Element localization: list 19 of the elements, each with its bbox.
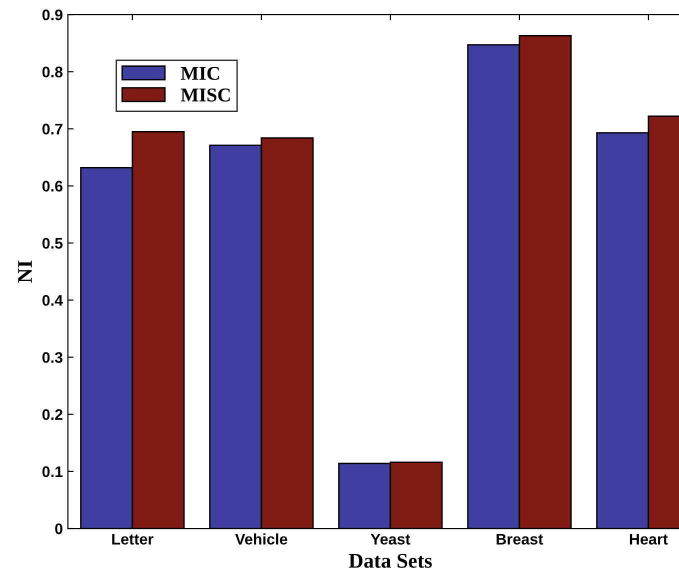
y-tick-label: 0.2 bbox=[42, 409, 62, 420]
y-tick-label: 0.3 bbox=[42, 352, 62, 363]
y-axis-title: NI bbox=[18, 260, 32, 283]
x-tick-label: Heart bbox=[630, 534, 668, 545]
y-tick-label: 0.6 bbox=[42, 180, 62, 192]
x-tick-label: Vehicle bbox=[235, 533, 288, 545]
y-tick-label: 0.7 bbox=[42, 124, 62, 134]
y-tick-label: 0 bbox=[55, 523, 62, 534]
y-tick-label: 0.4 bbox=[42, 294, 63, 306]
x-axis-title: Data Sets bbox=[348, 554, 432, 568]
legend-label: MISC bbox=[180, 88, 230, 102]
x-tick-label: Breast bbox=[496, 534, 544, 545]
y-tick-label: 0.9 bbox=[42, 9, 62, 20]
x-tick-label: Letter bbox=[112, 534, 154, 545]
y-tick-label: 0.8 bbox=[42, 66, 63, 78]
x-tick-label: Yeast bbox=[370, 534, 410, 545]
y-tick-label: 0.5 bbox=[42, 238, 63, 249]
legend-label: MIC bbox=[180, 66, 219, 80]
y-tick-label: 0.1 bbox=[42, 466, 63, 478]
